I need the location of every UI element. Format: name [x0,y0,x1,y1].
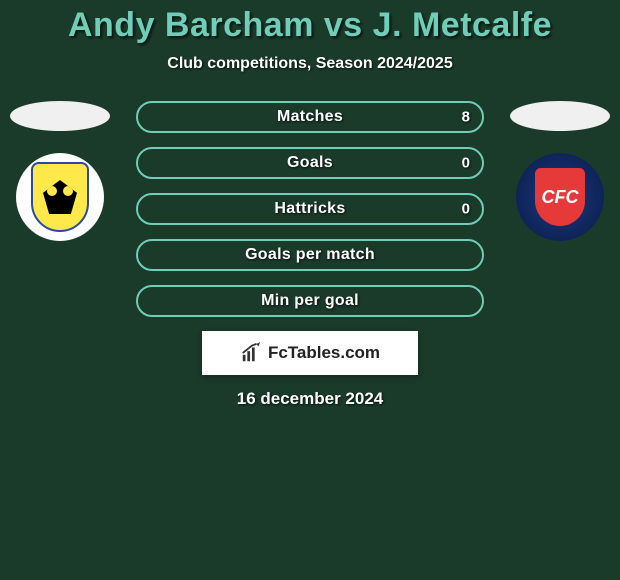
player-photo-right [510,101,610,131]
stat-row-goals: Goals 0 [136,147,484,179]
stat-right-value: 8 [462,109,470,126]
site-brand-text: FcTables.com [268,343,380,363]
chart-icon [240,342,262,364]
stat-right-value: 0 [462,155,470,172]
stat-row-matches: Matches 8 [136,101,484,133]
stat-row-goals-per-match: Goals per match [136,239,484,271]
date-text: 16 december 2024 [0,389,620,409]
stat-right-value: 0 [462,201,470,218]
stat-rows: Matches 8 Goals 0 Hattricks 0 Goals per … [136,101,484,317]
stats-area: CFC Matches 8 Goals 0 Hattricks 0 Goals … [0,101,620,409]
stat-label: Matches [277,108,343,126]
stat-row-min-per-goal: Min per goal [136,285,484,317]
club-crest-right: CFC [535,168,585,226]
club-badge-right: CFC [516,153,604,241]
stat-label: Goals [287,154,333,172]
player-photo-left [10,101,110,131]
stat-label: Min per goal [261,292,359,310]
stat-label: Hattricks [274,200,345,218]
infographic-root: Andy Barcham vs J. Metcalfe Club competi… [0,0,620,409]
page-title: Andy Barcham vs J. Metcalfe [0,6,620,45]
stat-label: Goals per match [245,246,375,264]
stat-row-hattricks: Hattricks 0 [136,193,484,225]
club-badge-left [16,153,104,241]
club-crest-left [31,162,89,232]
subtitle: Club competitions, Season 2024/2025 [0,55,620,73]
site-brand-badge: FcTables.com [202,331,418,375]
eagle-icon [43,180,77,214]
